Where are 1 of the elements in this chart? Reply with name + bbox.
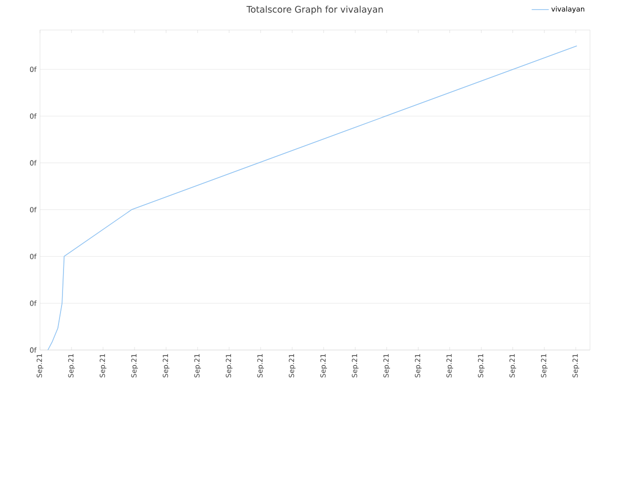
- chart-title: Totalscore Graph for vivalayan: [246, 6, 383, 14]
